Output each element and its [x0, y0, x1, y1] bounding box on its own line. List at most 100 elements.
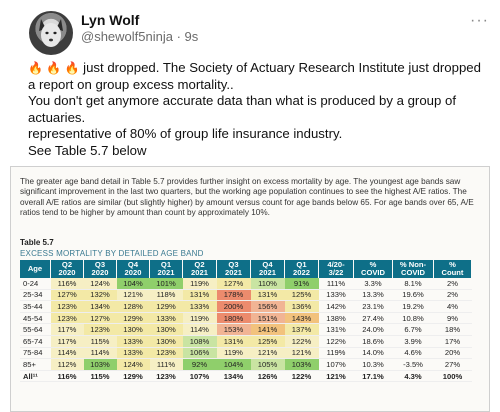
- table-cell: 117%: [50, 335, 84, 348]
- table-cell: 129%: [116, 369, 150, 383]
- table-cell: 180%: [216, 312, 251, 325]
- age-band-cell: 65-74: [20, 335, 51, 348]
- table-cell: 4.6%: [392, 347, 434, 360]
- table-cell: 131%: [318, 323, 354, 336]
- table-cell: 115%: [83, 369, 117, 383]
- table-cell: 104%: [116, 278, 150, 290]
- age-band-cell: 55-64: [20, 323, 51, 336]
- table-cell: 129%: [116, 312, 150, 325]
- table-cell: 114%: [50, 347, 84, 360]
- fire-emoji: 🔥 🔥 🔥: [28, 61, 80, 75]
- table-cell: 129%: [149, 300, 183, 313]
- table-cell: 123%: [149, 347, 183, 360]
- table-cell: 138%: [318, 312, 354, 325]
- table-cell: 105%: [250, 358, 285, 371]
- author-name[interactable]: Lyn Wolf: [81, 12, 140, 28]
- table-cell: 131%: [216, 335, 251, 348]
- table-cell: 122%: [318, 335, 354, 348]
- table-cell: 119%: [216, 347, 251, 360]
- table-row: 85+ 112% 103% 124% 111% 92% 104% 105% 103% 107% 10…: [20, 358, 472, 371]
- table-cell: 141%: [250, 323, 285, 336]
- table-cell: 143%: [284, 312, 319, 325]
- table-cell: 19.2%: [392, 300, 434, 313]
- table-cell: 92%: [182, 358, 217, 371]
- table-cell: 121%: [116, 289, 150, 302]
- table-cell: 122%: [284, 335, 319, 348]
- table-cell: 119%: [182, 278, 217, 290]
- table-cell: 131%: [250, 289, 285, 302]
- age-band-cell: All¹¹: [20, 369, 51, 383]
- table-cell: 121%: [250, 347, 285, 360]
- table-cell: 121%: [318, 369, 354, 383]
- attached-image[interactable]: The greater age band detail in Table 5.7…: [10, 166, 490, 412]
- table-cell: 137%: [284, 323, 319, 336]
- column-header: % Non- COVID: [392, 260, 434, 278]
- table-cell: 124%: [116, 358, 150, 371]
- table-cell: 117%: [50, 323, 84, 336]
- table-row: 55-64 117% 123% 130% 130% 114% 153% 141% 137% 131…: [20, 323, 472, 336]
- table-cell: 13.3%: [353, 289, 393, 302]
- table-row: 45-54 123% 127% 129% 133% 119% 180% 151% 143% 138…: [20, 312, 472, 325]
- table-cell: 136%: [284, 300, 319, 313]
- table-cell: 110%: [250, 278, 285, 290]
- table-cell: 4.3%: [392, 369, 434, 383]
- table-cell: 3.3%: [353, 278, 393, 290]
- more-options-icon[interactable]: ···: [470, 12, 489, 29]
- table-row: 25-34 127% 132% 121% 118% 131% 178% 131% 125% 133…: [20, 289, 472, 302]
- table-cell: 4%: [433, 300, 472, 313]
- table-cell: 133%: [149, 312, 183, 325]
- table-cell: 103%: [284, 358, 319, 371]
- wolf-avatar-icon: [39, 19, 63, 47]
- table-row: 35-44 123% 134% 128% 129% 133% 200% 156% 136% 142…: [20, 300, 472, 313]
- avatar[interactable]: [29, 11, 73, 55]
- table-cell: 125%: [284, 289, 319, 302]
- column-header: % Count: [433, 260, 472, 278]
- table-cell: 133%: [182, 300, 217, 313]
- column-header: Q3 2020: [83, 260, 117, 278]
- table-cell: 18%: [433, 323, 472, 336]
- table-cell: 23.1%: [353, 300, 393, 313]
- table-cell: 119%: [318, 347, 354, 360]
- column-header: Q1 2021: [149, 260, 183, 278]
- age-band-cell: 25-34: [20, 289, 51, 302]
- table-cell: 153%: [216, 323, 251, 336]
- table-cell: 20%: [433, 347, 472, 360]
- table-cell: 200%: [216, 300, 251, 313]
- table-cell: 18.6%: [353, 335, 393, 348]
- table-cell: 104%: [216, 358, 251, 371]
- author-handle[interactable]: @shewolf5ninja · 9s: [81, 29, 199, 44]
- table-cell: 112%: [50, 358, 84, 371]
- table-cell: 123%: [83, 323, 117, 336]
- column-header: 4/20- 3/22: [318, 260, 354, 278]
- table-cell: 101%: [149, 278, 183, 290]
- table-cell: 114%: [83, 347, 117, 360]
- table-cell: 130%: [149, 335, 183, 348]
- post-line-3: representative of 80% of group life insu…: [28, 126, 343, 141]
- age-band-cell: 85+: [20, 358, 51, 371]
- table-cell: 124%: [83, 278, 117, 290]
- table-cell: 2%: [433, 278, 472, 290]
- table-cell: 133%: [116, 347, 150, 360]
- table-cell: 142%: [318, 300, 354, 313]
- table-cell: 133%: [116, 335, 150, 348]
- table-cell: 127%: [83, 312, 117, 325]
- table-cell: 108%: [182, 335, 217, 348]
- table-row: All¹¹ 116% 115% 129% 123% 107% 134% 126% 122% 121…: [20, 369, 472, 383]
- post-text: 🔥 🔥 🔥 just dropped. The Society of Actua…: [28, 60, 488, 159]
- table-cell: 8.1%: [392, 278, 434, 290]
- report-paragraph: The greater age band detail in Table 5.7…: [20, 177, 474, 218]
- excess-mortality-table: Age Q2 2020 Q3 2020 Q4 2020 Q1 2021 Q2 2021 Q3 2021 Q…: [20, 260, 472, 383]
- table-cell: 130%: [149, 323, 183, 336]
- table-cell: 17.1%: [353, 369, 393, 383]
- table-cell: 10.3%: [353, 358, 393, 371]
- table-cell: 128%: [116, 300, 150, 313]
- post-line-1: just dropped. The Society of Actuary Res…: [28, 60, 481, 92]
- table-cell: 132%: [83, 289, 117, 302]
- table-cell: 178%: [216, 289, 251, 302]
- table-cell: 123%: [50, 312, 84, 325]
- column-header: Q4 2021: [250, 260, 285, 278]
- table-cell: 151%: [250, 312, 285, 325]
- table-cell: 27.4%: [353, 312, 393, 325]
- age-band-cell: 35-44: [20, 300, 51, 313]
